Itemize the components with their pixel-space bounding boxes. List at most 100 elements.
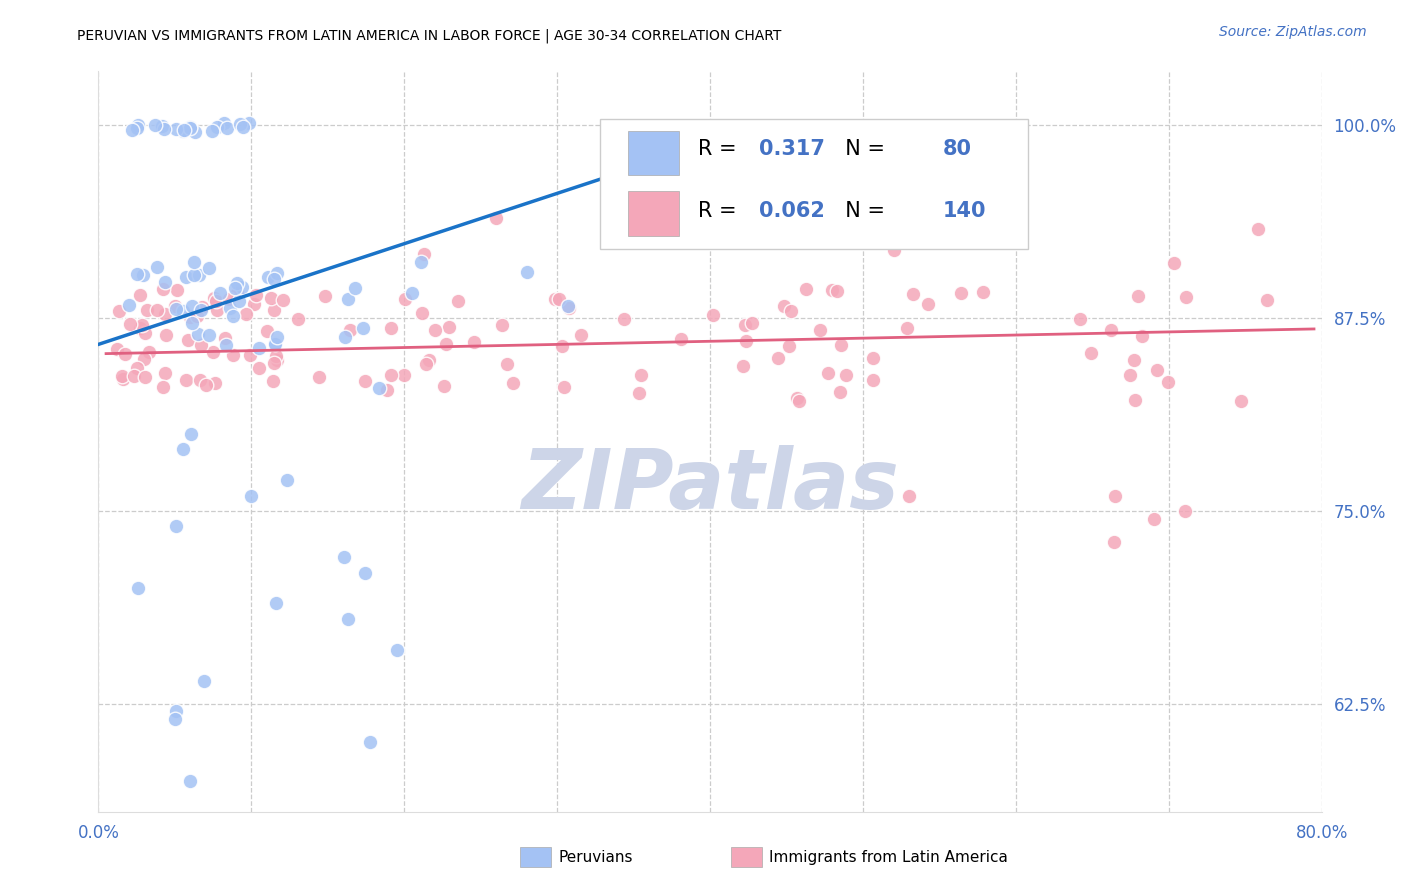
- Point: [207, 120, 229, 135]
- Point: [121, 123, 143, 137]
- Text: 80: 80: [942, 139, 972, 160]
- Point: [187, 326, 209, 341]
- Point: [411, 306, 433, 320]
- Point: [184, 125, 207, 139]
- Point: [394, 292, 416, 306]
- Point: [339, 323, 361, 337]
- Point: [134, 369, 156, 384]
- Point: [627, 385, 650, 400]
- Point: [172, 442, 194, 457]
- Point: [165, 299, 187, 313]
- Point: [702, 308, 724, 322]
- Point: [239, 489, 262, 503]
- Point: [134, 352, 156, 367]
- FancyBboxPatch shape: [600, 120, 1028, 249]
- Point: [820, 284, 842, 298]
- Point: [127, 267, 149, 281]
- Point: [786, 391, 808, 405]
- Point: [134, 326, 156, 340]
- Point: [263, 271, 285, 285]
- Point: [173, 122, 195, 136]
- Point: [544, 292, 567, 306]
- Point: [354, 375, 377, 389]
- Text: N =: N =: [832, 139, 891, 160]
- Point: [190, 303, 212, 318]
- Point: [1069, 312, 1091, 326]
- Point: [215, 338, 238, 352]
- Point: [1125, 393, 1147, 408]
- Bar: [628, 130, 679, 175]
- Point: [110, 368, 132, 383]
- Text: PERUVIAN VS IMMIGRANTS FROM LATIN AMERICA IN LABOR FORCE | AGE 30-34 CORRELATION: PERUVIAN VS IMMIGRANTS FROM LATIN AMERIC…: [77, 29, 782, 43]
- Point: [153, 307, 176, 321]
- Point: [247, 342, 270, 356]
- Text: ZIPatlas: ZIPatlas: [522, 445, 898, 526]
- Point: [1123, 353, 1146, 368]
- Point: [183, 268, 205, 282]
- Point: [817, 366, 839, 380]
- Point: [263, 336, 285, 351]
- Text: Peruvians: Peruvians: [558, 850, 633, 864]
- Point: [337, 292, 360, 306]
- Text: R =: R =: [697, 139, 742, 160]
- Point: [557, 299, 579, 313]
- Point: [830, 338, 852, 352]
- Point: [191, 300, 214, 314]
- Point: [108, 304, 131, 318]
- Point: [380, 368, 402, 383]
- Point: [437, 319, 460, 334]
- Point: [972, 285, 994, 299]
- Point: [387, 642, 409, 657]
- Point: [208, 286, 231, 301]
- Point: [1143, 511, 1166, 525]
- Point: [266, 353, 288, 368]
- Point: [502, 376, 524, 390]
- Point: [205, 293, 228, 308]
- Point: [337, 612, 360, 626]
- Point: [262, 374, 284, 388]
- Point: [1080, 346, 1102, 360]
- Point: [1175, 290, 1198, 304]
- Point: [165, 122, 187, 136]
- Text: N =: N =: [832, 201, 891, 221]
- Point: [789, 394, 811, 409]
- Point: [917, 297, 939, 311]
- Point: [808, 323, 831, 337]
- Point: [181, 299, 204, 313]
- Point: [432, 379, 454, 393]
- Point: [557, 301, 579, 316]
- Point: [1130, 329, 1153, 343]
- Text: Source: ZipAtlas.com: Source: ZipAtlas.com: [1219, 25, 1367, 39]
- Point: [271, 293, 294, 308]
- Point: [1230, 394, 1253, 409]
- Point: [359, 735, 381, 749]
- Point: [125, 120, 148, 135]
- Point: [825, 284, 848, 298]
- Point: [896, 321, 918, 335]
- Point: [883, 243, 905, 257]
- Point: [198, 260, 221, 275]
- Point: [188, 373, 211, 387]
- Point: [180, 426, 202, 441]
- Point: [418, 353, 440, 368]
- Point: [131, 318, 153, 332]
- Point: [1099, 323, 1122, 337]
- Point: [834, 368, 856, 382]
- Point: [264, 335, 287, 350]
- Text: Immigrants from Latin America: Immigrants from Latin America: [769, 850, 1008, 864]
- Point: [129, 288, 152, 302]
- Point: [1156, 376, 1178, 390]
- Point: [547, 292, 569, 306]
- Point: [287, 311, 309, 326]
- Point: [392, 368, 415, 382]
- Point: [401, 285, 423, 300]
- Point: [217, 120, 239, 135]
- Point: [112, 372, 135, 386]
- Point: [179, 310, 201, 324]
- Point: [259, 291, 281, 305]
- Point: [214, 116, 236, 130]
- Point: [176, 373, 198, 387]
- Point: [266, 330, 288, 344]
- Point: [773, 299, 796, 313]
- Point: [516, 265, 538, 279]
